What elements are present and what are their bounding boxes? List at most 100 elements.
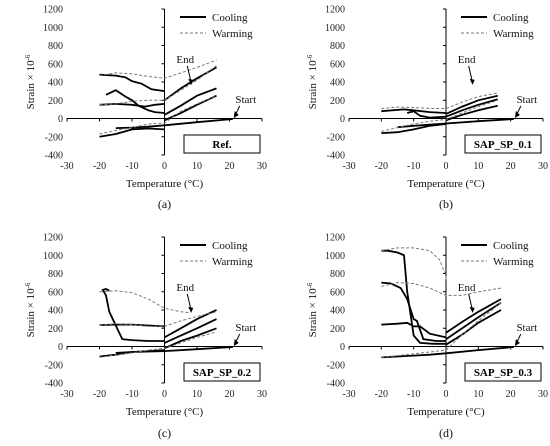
y-tick-label: 1200 xyxy=(325,5,345,16)
y-tick-label: -200 xyxy=(327,132,345,143)
start-annotation: Start xyxy=(516,322,537,334)
x-tick-label: -20 xyxy=(93,389,106,400)
warming-series-line-10 xyxy=(99,95,217,135)
y-tick-label: 600 xyxy=(48,287,63,298)
start-arrow-head xyxy=(233,111,239,119)
cooling-series-line-3 xyxy=(381,321,447,339)
legend-cooling-label: Cooling xyxy=(493,240,529,252)
legend-warming-label: Warming xyxy=(493,256,534,268)
chart-panel-3: -400 -200 0 200 400 600 800 1000 1200 -30 -20 -10 0 1… xyxy=(306,233,548,441)
start-annotation: Start xyxy=(235,94,256,106)
cooling-series-line-5 xyxy=(445,98,498,118)
y-tick-label: 800 xyxy=(330,41,345,52)
specimen-label: SAP_SP_0.2 xyxy=(193,367,252,379)
y-tick-label: 400 xyxy=(330,78,345,89)
specimen-label: SAP_SP_0.1 xyxy=(474,139,532,151)
cooling-series-line-4 xyxy=(164,309,217,339)
x-tick-label: 30 xyxy=(538,161,548,172)
y-tick-label: 1200 xyxy=(325,233,345,244)
y-tick-label: -400 xyxy=(327,151,345,162)
start-arrow-head xyxy=(514,339,520,347)
x-tick-label: -30 xyxy=(342,389,355,400)
y-tick-label: 800 xyxy=(48,41,63,52)
y-tick-label: 200 xyxy=(330,96,345,107)
x-tick-label: 10 xyxy=(192,161,202,172)
y-axis-title-exponent: -6 xyxy=(24,282,32,288)
warming-series-line-8 xyxy=(99,59,217,79)
warming-series-line-8 xyxy=(381,282,502,296)
end-annotation: End xyxy=(176,282,194,294)
cooling-series-line-5 xyxy=(164,87,217,116)
x-tick-label: -10 xyxy=(125,389,138,400)
x-tick-label: -10 xyxy=(407,161,420,172)
end-annotation: End xyxy=(458,282,476,294)
legend-warming-label: Warming xyxy=(212,28,253,40)
x-tick-label: 30 xyxy=(257,389,267,400)
legend-cooling-label: Cooling xyxy=(212,240,248,252)
x-axis-title: Temperature (°C) xyxy=(407,406,485,418)
x-tick-label: 20 xyxy=(225,389,235,400)
x-tick-label: -30 xyxy=(60,161,73,172)
specimen-label: SAP_SP_0.3 xyxy=(474,367,533,379)
panel-caption: (d) xyxy=(439,426,453,440)
y-tick-label: 0 xyxy=(340,114,345,125)
y-tick-label: -200 xyxy=(327,360,345,371)
x-tick-label: -30 xyxy=(342,161,355,172)
x-tick-label: 30 xyxy=(257,161,267,172)
specimen-label-box xyxy=(183,134,261,154)
y-tick-label: -200 xyxy=(45,360,63,371)
start-annotation: Start xyxy=(235,322,256,334)
y-tick-label: 0 xyxy=(58,342,63,353)
warming-series-line-8 xyxy=(99,311,217,327)
panel-caption: (a) xyxy=(158,197,171,211)
warming-series-line-9 xyxy=(381,302,502,358)
cooling-series-line-4 xyxy=(445,298,502,334)
x-tick-label: 10 xyxy=(192,389,202,400)
warming-series-line-7 xyxy=(99,290,191,314)
panel-caption: (c) xyxy=(158,426,171,440)
x-tick-label: 10 xyxy=(473,389,483,400)
x-tick-label: 0 xyxy=(444,389,449,400)
end-arrow-head xyxy=(469,78,475,85)
legend-warming-label: Warming xyxy=(493,28,534,40)
y-axis-title: Strain × 10-6 xyxy=(306,54,319,109)
y-tick-label: 200 xyxy=(48,324,63,335)
cooling-series-line-0 xyxy=(115,118,233,129)
y-tick-label: 200 xyxy=(330,324,345,335)
legend-warming-label: Warming xyxy=(212,256,253,268)
x-tick-label: 10 xyxy=(473,161,483,172)
y-axis-title: Strain × 10-6 xyxy=(306,282,319,337)
y-tick-label: -200 xyxy=(45,132,63,143)
x-tick-label: 0 xyxy=(162,389,167,400)
cooling-series-line-5 xyxy=(164,318,217,344)
x-tick-label: -10 xyxy=(407,389,420,400)
cooling-series-line-2 xyxy=(406,110,447,119)
cooling-series-line-1 xyxy=(101,288,165,342)
cooling-series-line-1 xyxy=(105,89,165,114)
warming-series-line-9 xyxy=(99,331,217,358)
y-tick-label: 1000 xyxy=(325,251,345,262)
start-arrow-head xyxy=(514,111,520,119)
cooling-series-line-2 xyxy=(99,102,165,108)
warming-series-line-7 xyxy=(381,247,447,280)
x-axis-title: Temperature (°C) xyxy=(407,178,485,190)
y-axis-title-exponent: -6 xyxy=(24,54,32,60)
cooling-series-line-0 xyxy=(381,346,514,359)
specimen-label-box xyxy=(183,362,261,382)
y-tick-label: 1200 xyxy=(43,5,63,16)
y-axis-title-exponent: -6 xyxy=(306,282,314,288)
cooling-series-line-6 xyxy=(445,309,502,346)
x-tick-label: 0 xyxy=(162,161,167,172)
x-axis-title: Temperature (°C) xyxy=(126,406,204,418)
y-tick-label: 1000 xyxy=(43,251,63,262)
warming-series-line-7 xyxy=(381,92,498,109)
end-arrow-head xyxy=(188,306,194,313)
end-annotation: End xyxy=(458,54,476,66)
x-tick-label: 20 xyxy=(225,161,235,172)
specimen-label: Ref. xyxy=(212,139,231,151)
y-tick-label: 800 xyxy=(330,269,345,280)
cooling-series-line-0 xyxy=(397,118,514,129)
x-tick-label: -20 xyxy=(93,161,106,172)
legend-cooling-label: Cooling xyxy=(212,12,248,24)
